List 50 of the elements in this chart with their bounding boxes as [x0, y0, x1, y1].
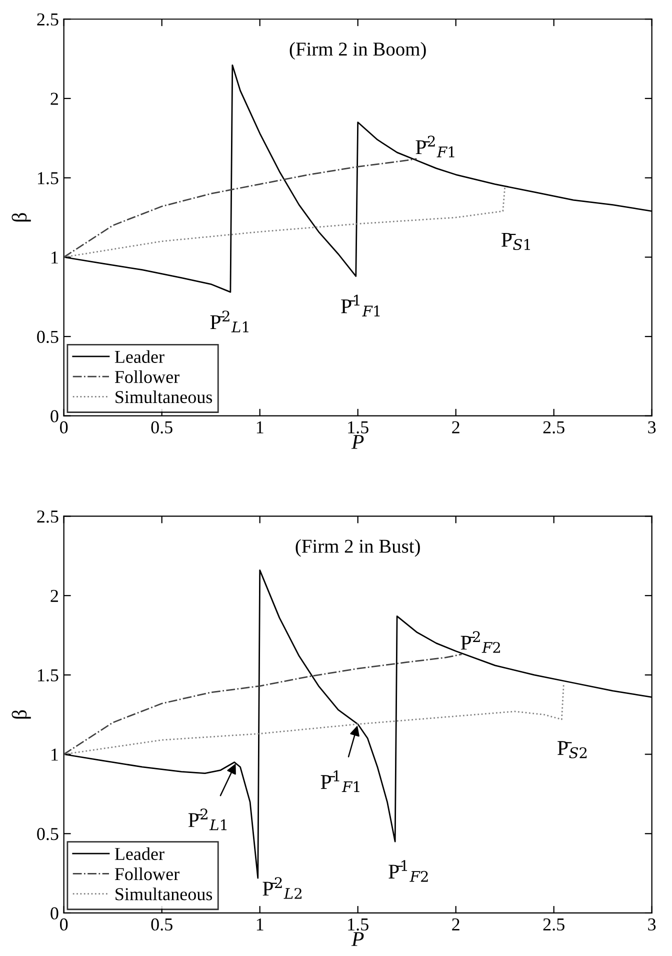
y-tick-label: 1.5 [38, 172, 58, 184]
x-tick-label: 0.5 [151, 421, 172, 434]
y-tick-label: 1 [52, 252, 58, 264]
x-tick-label: 0.5 [151, 918, 172, 931]
y-tick-label: 0 [50, 907, 58, 920]
x-axis-title: P [351, 435, 364, 449]
x-tick-label: 1.5 [348, 918, 368, 931]
x-tick-label: 1.5 [348, 421, 368, 434]
annotation: P̄$_{S1}$ [502, 232, 530, 250]
y-tick-label: 2.5 [37, 510, 58, 523]
x-axis-title: P [351, 932, 364, 946]
annotation: P̄$^{2}$$_{L1}$ [188, 808, 226, 830]
text: (Firm 2 in Bust) [296, 539, 420, 557]
legend-label: Follower [114, 370, 180, 384]
legend-label: Simultaneous [116, 888, 212, 900]
x-tick-label: 2.5 [543, 421, 564, 434]
y-tick-label: 1 [52, 748, 58, 761]
y-tick-label: 2 [50, 590, 58, 602]
legend-label: Follower [114, 867, 180, 880]
y-axis-title: β [12, 710, 31, 719]
annotation: P̄$_{S2}$ [558, 741, 587, 758]
y-tick-label: 2 [50, 92, 58, 105]
x-tick-label: 2 [452, 421, 460, 434]
legend-label: Leader [114, 350, 164, 363]
line-series [64, 158, 418, 258]
x-tick-label: 2 [452, 918, 460, 930]
annotation: P̄$^{1}$$_{F2}$ [388, 860, 428, 882]
annotation: P̄$^{2}$$_{L2}$ [262, 877, 302, 899]
line-series [64, 654, 462, 755]
y-tick-label: 2.5 [37, 13, 58, 26]
legend-label: Simultaneous [116, 390, 212, 404]
x-tick-label: 2.5 [543, 918, 564, 931]
y-tick-label: 0.5 [37, 330, 58, 344]
annotation: P̄$^{1}$$_{F1}$ [341, 294, 380, 316]
y-tick-label: 1.5 [38, 669, 58, 682]
annotation: P̄$^{1}$$_{F1}$ [320, 770, 360, 792]
y-tick-label: 0 [50, 410, 58, 422]
x-tick-label: 0 [60, 421, 68, 434]
annotation: P̄$^{2}$$_{F2}$ [460, 631, 500, 653]
legend-label: Leader [114, 847, 164, 860]
x-tick-label: 1 [256, 918, 264, 930]
annotation: P̄$^{2}$$_{L1}$ [210, 310, 248, 332]
annotation: P̄$^{2}$$_{F1}$ [416, 136, 454, 158]
x-tick-label: 0 [60, 918, 68, 931]
x-tick-label: 3 [648, 421, 656, 434]
text: (Firm 2 in Boom) [290, 42, 426, 60]
y-tick-label: 0.5 [37, 828, 58, 840]
x-tick-label: 1 [256, 421, 264, 434]
x-tick-label: 3 [648, 918, 656, 931]
y-axis-title: β [12, 213, 31, 222]
